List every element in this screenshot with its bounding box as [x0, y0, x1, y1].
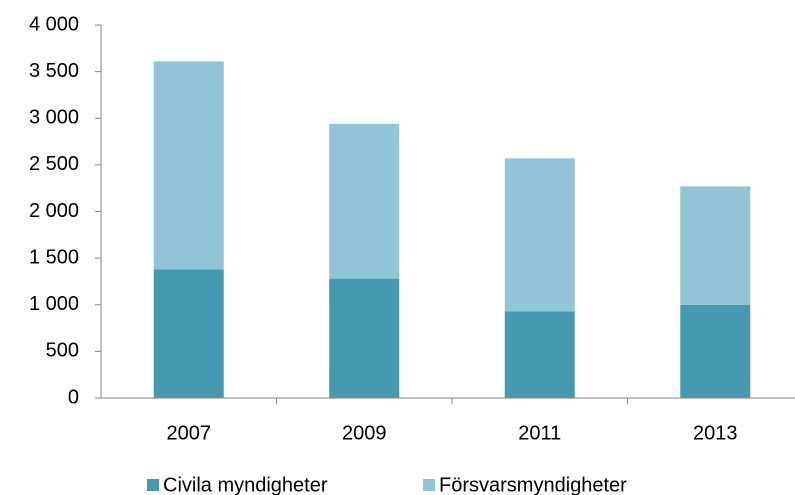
- bar-segment: [153, 269, 224, 398]
- y-tick-label: 3 000: [29, 107, 79, 129]
- legend-swatch: [147, 479, 159, 491]
- y-tick-label: 1 000: [29, 293, 79, 315]
- y-tick-label: 2 000: [29, 200, 79, 222]
- x-tick-label: 2011: [518, 422, 561, 444]
- y-tick-label: 0: [68, 386, 79, 408]
- bar-segment: [504, 158, 575, 312]
- x-tick-label: 2013: [693, 422, 738, 444]
- bar-segment: [680, 186, 751, 305]
- legend-swatch: [423, 479, 435, 491]
- legend-label: Civila myndigheter: [163, 474, 328, 495]
- y-tick-label: 1 500: [29, 246, 79, 268]
- bar-segment: [504, 311, 575, 398]
- y-tick-label: 2 500: [29, 153, 79, 175]
- y-tick-label: 4 000: [29, 13, 79, 35]
- y-tick-label: 500: [46, 340, 79, 362]
- x-tick-label: 2009: [342, 422, 387, 444]
- legend-label: Försvarsmyndigheter: [439, 474, 627, 495]
- bar-segment: [329, 278, 400, 398]
- bar-segment: [329, 123, 400, 279]
- x-tick-label: 2007: [167, 422, 212, 444]
- y-tick-label: 3 500: [29, 60, 79, 82]
- bar-segment: [153, 61, 224, 270]
- bar-segment: [680, 304, 751, 398]
